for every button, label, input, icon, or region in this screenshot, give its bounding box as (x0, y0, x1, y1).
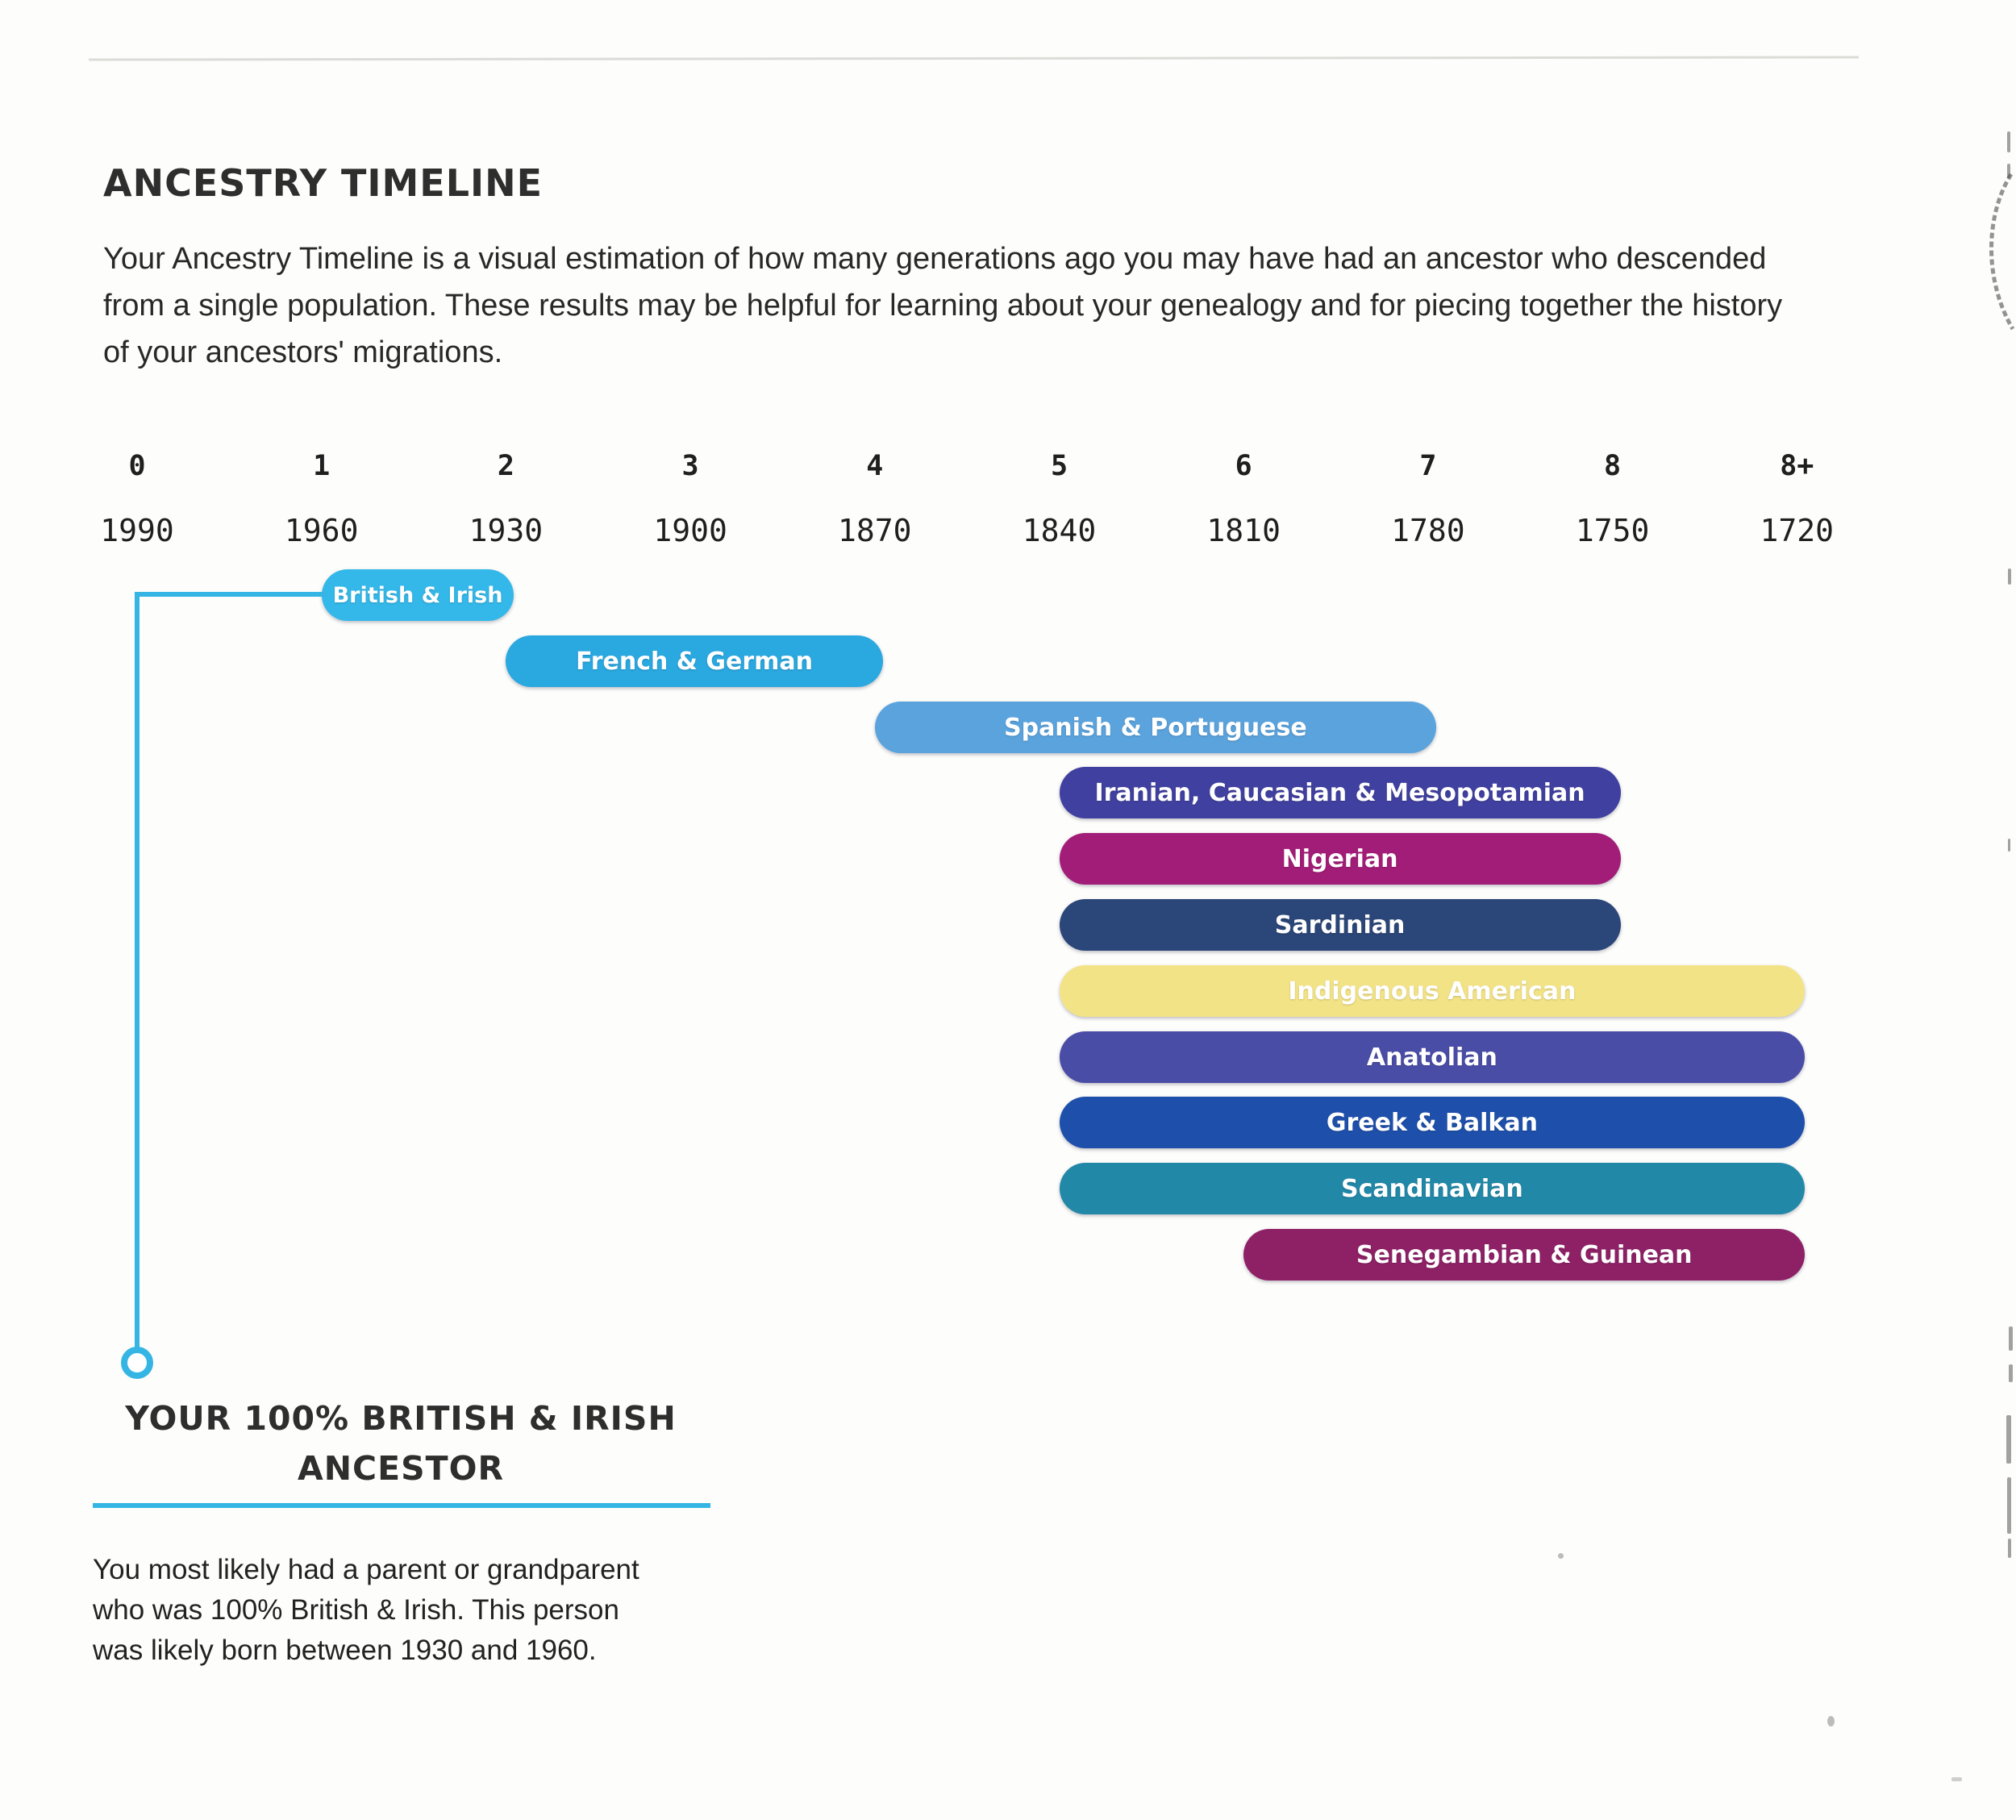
scan-artifact (1951, 1777, 1962, 1781)
scan-artifact (2009, 1326, 2013, 1351)
axis-label-generation: 4 (866, 450, 884, 482)
axis-label-generation: 0 (128, 450, 146, 482)
axis-label-generation: 8 (1604, 450, 1622, 482)
scan-artifact (2007, 131, 2010, 152)
scan-artifact (2009, 1364, 2013, 1382)
timeline-bar-label: Scandinavian (1341, 1174, 1523, 1203)
scan-artifact (2006, 1415, 2011, 1464)
ancestor-callout-title: YOUR 100% BRITISH & IRISH ANCESTOR (102, 1393, 699, 1493)
timeline-bar-label: Spanish & Portuguese (1003, 713, 1307, 742)
timeline-bar-sardinian: Sardinian (1059, 899, 1621, 951)
ancestor-callout-body: You most likely had a parent or grandpar… (93, 1554, 639, 1666)
timeline-bar-scandinavian: Scandinavian (1059, 1163, 1806, 1214)
timeline-bar-label: Senegambian & Guinean (1356, 1240, 1693, 1269)
axis-label-generation: 3 (681, 450, 699, 482)
callout-divider (93, 1503, 710, 1508)
axis-label-year: 1990 (100, 513, 174, 548)
timeline-bar-iranian-caucasian-mesopotamian: Iranian, Caucasian & Mesopotamian (1059, 767, 1621, 818)
timeline-bar-greek-balkan: Greek & Balkan (1059, 1097, 1806, 1148)
intro-paragraph: Your Ancestry Timeline is a visual estim… (103, 242, 1783, 369)
timeline-bar-british-irish: British & Irish (321, 569, 514, 621)
axis-label-generation: 5 (1050, 450, 1068, 482)
timeline-bar-label: Indigenous American (1288, 977, 1577, 1006)
timeline-bar-label: Iranian, Caucasian & Mesopotamian (1094, 778, 1585, 807)
axis-label-year: 1870 (838, 513, 912, 548)
timeline-bar-spanish-portuguese: Spanish & Portuguese (874, 702, 1436, 753)
axis-label-year: 1750 (1575, 513, 1650, 548)
timeline-bar-nigerian: Nigerian (1059, 833, 1621, 885)
timeline-bar-label: Anatolian (1366, 1043, 1497, 1072)
timeline-bar-indigenous-american: Indigenous American (1059, 965, 1806, 1017)
axis-label-year: 1930 (469, 513, 544, 548)
timeline-bar-label: British & Irish (332, 582, 503, 608)
axis-label-year: 1840 (1022, 513, 1097, 548)
axis-label-year: 1810 (1206, 513, 1281, 548)
page-title: ANCESTRY TIMELINE (103, 161, 544, 205)
scan-artifact (2007, 1477, 2011, 1534)
scan-artifact (2008, 568, 2011, 585)
axis-label-year: 1960 (284, 513, 359, 548)
scan-artifact (1558, 1553, 1564, 1559)
timeline-bar-anatolian: Anatolian (1059, 1031, 1806, 1083)
axis-label-generation: 7 (1419, 450, 1437, 482)
scan-artifact (2007, 164, 2010, 178)
scan-artifact-line (88, 56, 1860, 61)
axis-label-year: 1720 (1760, 513, 1835, 548)
axis-label-generation: 6 (1235, 450, 1252, 482)
axis-label-generation: 2 (497, 450, 514, 482)
axis-label-year: 1780 (1391, 513, 1465, 548)
scan-artifact (2008, 839, 2010, 852)
timeline-bar-senegambian-guinean: Senegambian & Guinean (1243, 1229, 1806, 1281)
scan-artifact (2008, 1539, 2011, 1558)
axis-label-year: 1900 (653, 513, 727, 548)
axis-label-generation: 1 (313, 450, 331, 482)
scan-artifact (1827, 1716, 1835, 1726)
timeline-bar-french-german: French & German (506, 635, 883, 687)
axis-label-generation: 8+ (1780, 450, 1814, 482)
scan-artifact-arc (1989, 173, 2015, 331)
timeline-bar-label: Greek & Balkan (1326, 1108, 1538, 1137)
timeline-bar-label: French & German (576, 647, 814, 676)
timeline-bar-label: Sardinian (1274, 910, 1406, 939)
timeline-bar-label: Nigerian (1281, 844, 1398, 873)
ancestor-callout-line2: ANCESTOR (297, 1449, 505, 1488)
ancestor-callout-line1: YOUR 100% BRITISH & IRISH (125, 1399, 677, 1438)
